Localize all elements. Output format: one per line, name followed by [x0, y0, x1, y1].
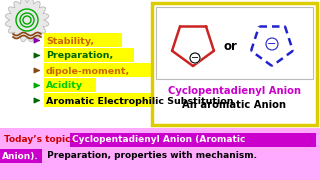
Text: Cyclopentadienyl Anion (Aromatic: Cyclopentadienyl Anion (Aromatic	[72, 136, 245, 145]
FancyBboxPatch shape	[44, 63, 152, 77]
FancyBboxPatch shape	[0, 128, 320, 180]
Text: Today’s topic:: Today’s topic:	[4, 136, 77, 145]
Text: −: −	[191, 53, 199, 63]
FancyBboxPatch shape	[156, 7, 313, 79]
Text: dipole-moment,: dipole-moment,	[46, 66, 130, 75]
Text: Preparation, properties with mechanism.: Preparation, properties with mechanism.	[44, 152, 257, 161]
FancyBboxPatch shape	[44, 93, 264, 107]
Polygon shape	[5, 0, 49, 42]
Text: Aromatic Electrophilic Substitution: Aromatic Electrophilic Substitution	[46, 96, 234, 105]
Text: Acidity: Acidity	[46, 82, 83, 91]
Text: −: −	[267, 39, 277, 49]
Circle shape	[266, 38, 278, 50]
Text: Stability,: Stability,	[46, 37, 94, 46]
FancyBboxPatch shape	[152, 3, 317, 125]
Text: or: or	[223, 39, 237, 53]
Text: Cyclopentadienyl Anion: Cyclopentadienyl Anion	[168, 86, 301, 96]
Circle shape	[190, 53, 200, 63]
FancyBboxPatch shape	[44, 48, 134, 62]
FancyBboxPatch shape	[0, 149, 42, 163]
Text: An aromatic Anion: An aromatic Anion	[182, 100, 286, 110]
Text: Preparation,: Preparation,	[46, 51, 113, 60]
FancyBboxPatch shape	[44, 78, 96, 92]
FancyBboxPatch shape	[44, 33, 122, 47]
FancyBboxPatch shape	[70, 133, 316, 147]
Text: Anion).: Anion).	[2, 152, 39, 161]
